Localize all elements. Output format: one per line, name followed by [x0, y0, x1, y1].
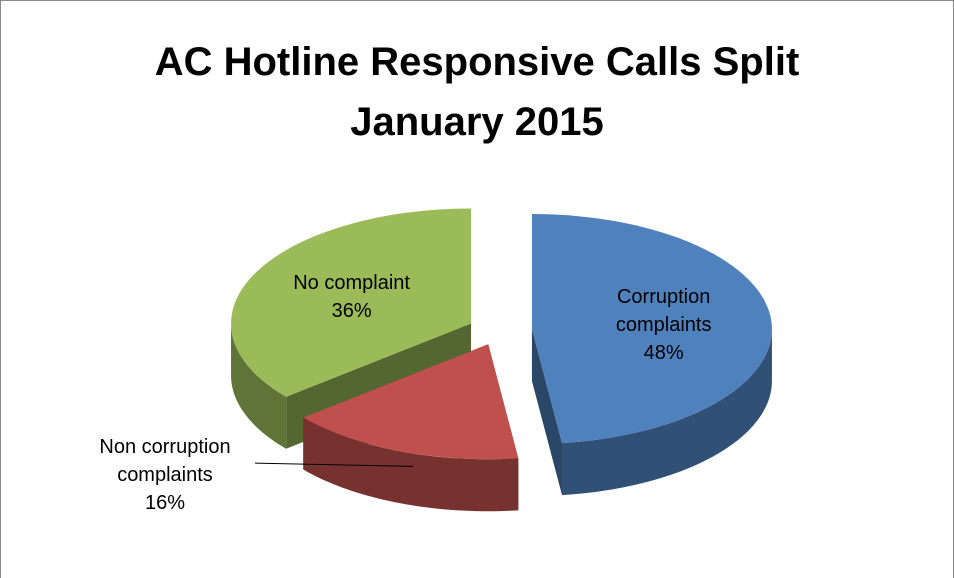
chart-title: AC Hotline Responsive Calls Split	[154, 40, 800, 84]
data-label: Corruption complaints 48%	[569, 283, 759, 367]
category-label: Corruption complaints	[615, 286, 712, 337]
slice-side	[303, 417, 519, 512]
slice-top	[231, 208, 472, 397]
slice-wall	[531, 329, 563, 496]
value-label: 48%	[643, 342, 684, 365]
slice	[531, 214, 772, 496]
slices	[231, 208, 772, 512]
value-label: 16%	[144, 492, 186, 515]
slice-top	[531, 214, 772, 444]
slice-top	[303, 344, 519, 460]
value-label: 36%	[331, 299, 372, 322]
category-label: No complaint	[293, 271, 410, 294]
chart-subtitle: January 2015	[350, 100, 604, 144]
data-label: No complaint 36%	[257, 269, 447, 325]
leader-line	[254, 462, 414, 467]
slice-side	[562, 329, 772, 496]
category-label: Non corruption complaints	[99, 436, 231, 487]
slice-side	[231, 323, 287, 449]
data-label: Non corruption complaints 16%	[70, 433, 260, 517]
slice	[303, 344, 519, 512]
